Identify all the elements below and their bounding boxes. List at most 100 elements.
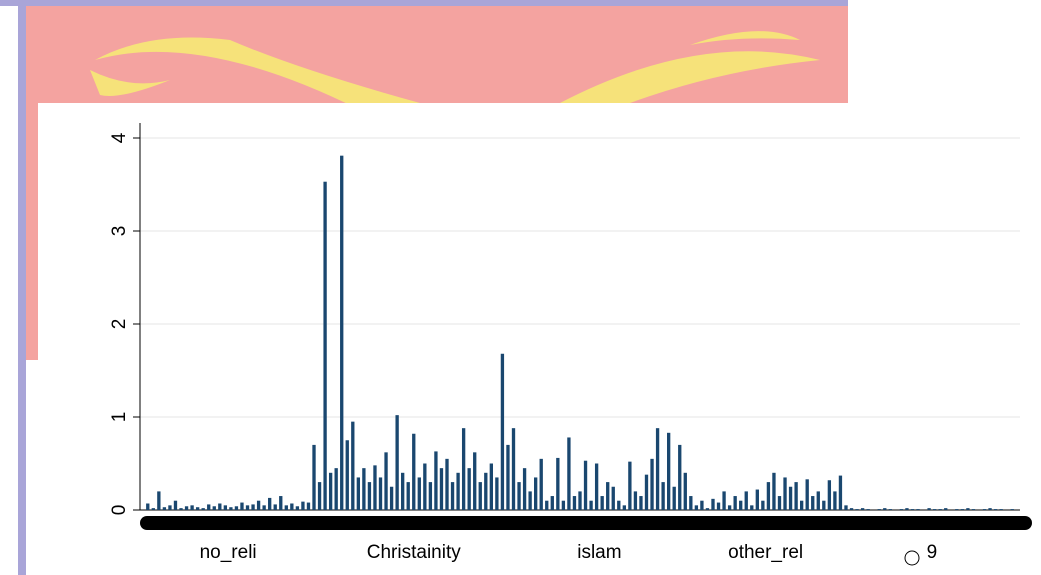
bar (522, 468, 527, 510)
bar (146, 503, 150, 510)
bar (750, 505, 754, 510)
bar (838, 475, 843, 510)
bar (478, 482, 482, 510)
bar (245, 505, 250, 510)
bar (955, 509, 959, 510)
y-tick-label: 3 (109, 226, 130, 237)
bar (788, 486, 793, 510)
bar (578, 491, 582, 510)
bar (362, 468, 366, 510)
bar (761, 500, 765, 510)
bar (312, 444, 316, 510)
bar (672, 486, 676, 510)
bar (495, 477, 499, 510)
bar (755, 489, 759, 510)
bar (667, 432, 671, 510)
bar (661, 482, 665, 510)
bar (805, 479, 809, 510)
bar (1010, 509, 1014, 510)
bar (589, 500, 593, 510)
bar (434, 451, 438, 510)
bar (777, 496, 782, 510)
bar (567, 437, 571, 510)
bar (295, 506, 300, 510)
bar (733, 496, 737, 510)
bar (628, 461, 632, 510)
bar (412, 433, 416, 510)
bar (334, 468, 338, 510)
group-label: 9 (927, 542, 938, 563)
bar (888, 509, 892, 510)
group-label: islam (577, 542, 621, 563)
bar (378, 477, 383, 510)
bar (655, 428, 660, 510)
bar (883, 508, 887, 510)
bar (594, 463, 599, 510)
bar (539, 458, 543, 510)
bar (622, 505, 626, 510)
bar (932, 509, 937, 510)
bar (356, 477, 361, 510)
bar (500, 353, 505, 510)
bar (611, 486, 615, 510)
bar (827, 480, 832, 510)
plot-area: 0 1 2 3 4 no_reli Christainity islam other_rel 9 (109, 123, 1020, 563)
bar (395, 415, 399, 510)
bar (766, 482, 771, 510)
bar (545, 500, 549, 510)
bar (877, 509, 881, 510)
y-tick-label: 4 (109, 132, 130, 143)
bar (783, 477, 787, 510)
bar (899, 509, 904, 510)
y-tick-label: 1 (109, 412, 130, 423)
bar (328, 472, 333, 510)
bar (644, 474, 649, 510)
bar (340, 155, 344, 511)
bar (467, 468, 471, 510)
bar (190, 505, 194, 510)
bar (389, 486, 394, 510)
bar (168, 505, 172, 510)
bar (556, 457, 560, 510)
bar (450, 482, 455, 510)
bar (966, 508, 970, 510)
bar (284, 505, 288, 510)
overlapping-tick-labels (140, 516, 1032, 530)
bar (683, 472, 687, 510)
bar (617, 500, 621, 510)
bar (905, 508, 909, 510)
y-tick-label: 0 (109, 505, 130, 516)
y-tick-label: 2 (109, 319, 130, 330)
bar (816, 491, 820, 510)
bar (999, 509, 1003, 510)
bar (678, 444, 682, 510)
bar (384, 452, 388, 510)
bar (301, 501, 305, 510)
bar (960, 509, 965, 510)
bar (484, 472, 488, 510)
bar (201, 508, 205, 510)
bar (517, 482, 521, 510)
group-label: other_rel (728, 542, 803, 563)
bar (173, 500, 178, 510)
marker-artifact (904, 550, 920, 566)
bar (290, 503, 294, 510)
bar (716, 502, 721, 510)
bar (650, 458, 654, 510)
bar (323, 181, 327, 510)
bar (240, 502, 244, 510)
bar (268, 497, 272, 510)
bar (179, 508, 183, 510)
bar (273, 504, 277, 510)
bar (406, 482, 410, 510)
bar (550, 496, 554, 510)
bar (262, 505, 266, 510)
bar (944, 508, 948, 510)
bar (534, 477, 538, 510)
bar (506, 444, 510, 510)
bar (157, 491, 161, 510)
bar (207, 504, 211, 510)
bar (982, 509, 987, 510)
